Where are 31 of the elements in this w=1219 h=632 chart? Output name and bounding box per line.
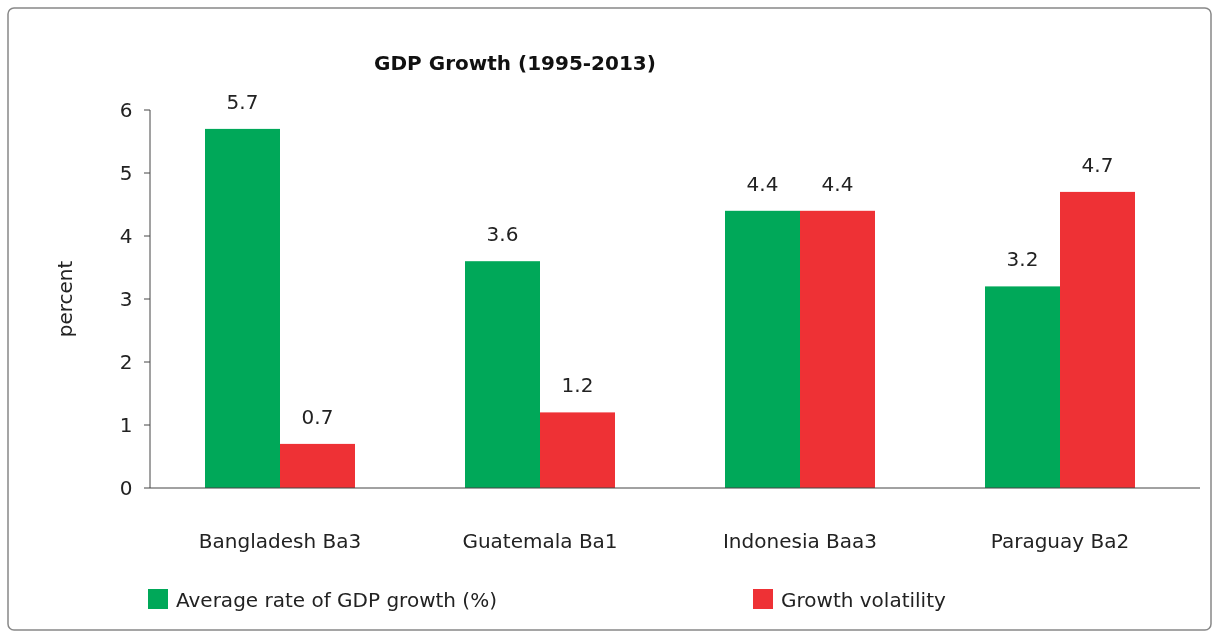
y-tick-label: 3	[119, 287, 133, 311]
y-axis-title: percent	[53, 260, 77, 338]
bar	[540, 412, 615, 488]
data-label: 1.2	[561, 373, 594, 398]
y-tick-label: 6	[119, 98, 133, 122]
chart-title: GDP Growth (1995-2013)	[374, 51, 656, 75]
bar	[1060, 191, 1135, 488]
bar	[280, 443, 355, 488]
x-tick-label: Bangladesh Ba3	[198, 529, 362, 553]
y-tick-label: 5	[119, 161, 133, 185]
bar	[985, 286, 1060, 488]
bar	[725, 210, 800, 488]
x-tick-label: Indonesia Baa3	[722, 529, 878, 553]
data-label: 5.7	[226, 89, 259, 114]
legend-label: Average rate of GDP growth (%)	[176, 588, 497, 612]
data-label: 4.4	[821, 171, 854, 196]
y-tick-label: 4	[119, 224, 133, 248]
bar	[465, 261, 540, 488]
data-label: 3.6	[486, 222, 519, 247]
y-tick-label: 2	[119, 350, 133, 374]
data-label: 4.4	[746, 171, 779, 196]
bar	[800, 210, 875, 488]
x-tick-label: Paraguay Ba2	[990, 529, 1130, 553]
data-label: 0.7	[301, 404, 334, 429]
y-tick-label: 0	[119, 476, 133, 500]
data-label: 3.2	[1006, 247, 1039, 272]
y-tick-label: 1	[119, 413, 133, 437]
x-tick-label: Guatemala Ba1	[462, 529, 618, 553]
legend-label: Growth volatility	[781, 588, 946, 612]
bar	[205, 128, 280, 488]
data-label: 4.7	[1081, 152, 1114, 177]
